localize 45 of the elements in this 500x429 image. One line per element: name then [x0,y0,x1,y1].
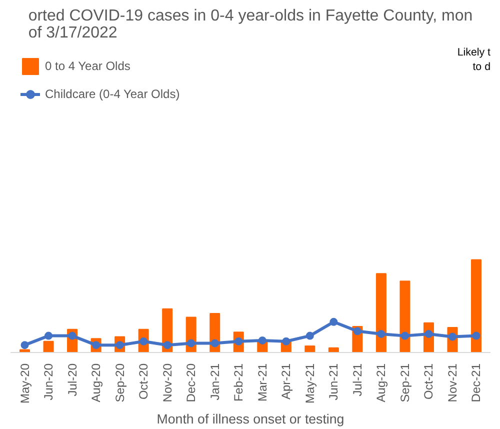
x-tick-label: May-20 [18,363,32,404]
bar [400,280,410,352]
point [400,332,409,340]
x-tick-label: May-21 [302,363,317,404]
x-tick-label: Jun-21 [326,363,341,400]
point [282,337,290,346]
x-tick-label: Feb-21 [232,363,246,402]
x-tick-label: Oct-21 [422,363,436,400]
x-tick-label: Jun-20 [42,363,56,400]
text: Likely t to d [457,46,491,73]
x-tick-label: Nov-21 [445,363,460,402]
x-tick-label: Jan-21 [208,363,222,400]
point [187,339,196,348]
x-axis-title: Month of illness onset or testing [156,412,344,427]
bar [43,340,54,352]
chart-title: orted COVID-19 cases in 0-4 year-olds in Fayette County, mon of 3/17/2022 [28,8,473,42]
point [258,336,266,344]
x-tick-label: Aug-20 [89,363,104,402]
point [44,332,53,340]
x-tick-label: Jul-21 [350,363,364,396]
bar [20,349,30,352]
bar [304,346,316,352]
point [306,332,314,340]
x-tick-label: Oct-20 [136,363,151,400]
x-tick-label: Sep-21 [398,363,412,402]
x-tick-label: Sep-20 [112,363,127,402]
x-tick-label: Dec-20 [184,363,198,402]
bar [376,273,386,352]
bar [470,259,482,352]
x-tick-label: Apr-21 [279,363,294,400]
legend-label: 0 to 4 Year Olds [45,59,130,73]
point [472,332,480,340]
point [163,341,172,350]
point [210,339,219,348]
point [330,318,338,326]
point [68,332,76,340]
x-tick-label: Nov-20 [160,363,174,402]
x-tick-label: Jul-20 [65,363,80,396]
legend-label: Childcare (0-4 Year Olds) [45,87,180,101]
x-tick-label: Aug-21 [374,363,388,402]
x-tick-label: Mar-21 [255,363,270,402]
point [353,327,362,336]
x-tick-label: Dec-21 [469,363,484,402]
point [377,330,386,338]
point [20,341,29,350]
